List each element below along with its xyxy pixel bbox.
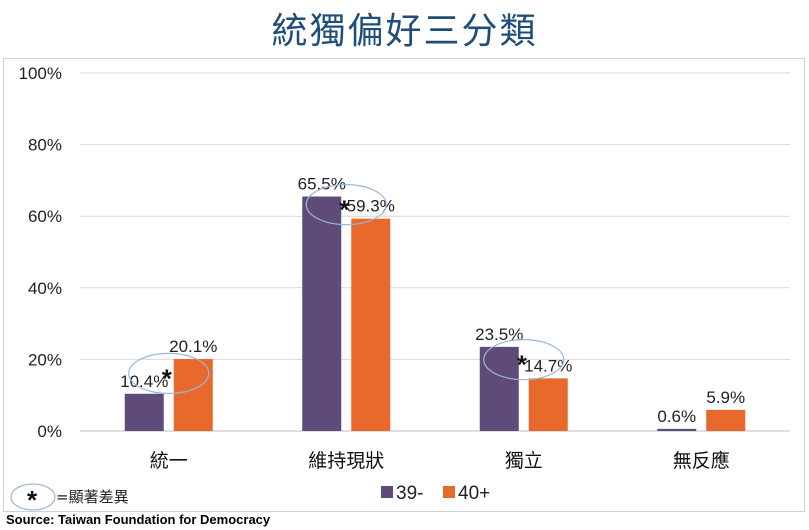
legend-label: 39- bbox=[396, 483, 423, 504]
data-label: 23.5% bbox=[475, 325, 523, 344]
bar-series1 bbox=[302, 196, 342, 431]
bar-series1 bbox=[124, 393, 164, 431]
bar-series2 bbox=[173, 359, 213, 431]
y-tick-label: 100% bbox=[19, 64, 62, 83]
significance-ellipse bbox=[128, 352, 210, 395]
bar-series1 bbox=[479, 346, 519, 431]
data-label: 59.3% bbox=[347, 197, 395, 216]
significance-ellipse bbox=[305, 184, 387, 226]
legend-swatch bbox=[381, 486, 393, 498]
x-category-label: 獨立 bbox=[505, 450, 543, 472]
data-label: 14.7% bbox=[524, 356, 572, 375]
note-marker: * bbox=[27, 485, 38, 515]
x-category-label: 無反應 bbox=[673, 449, 730, 472]
y-tick-label: 60% bbox=[28, 207, 62, 226]
x-category-label: 統一 bbox=[150, 450, 188, 472]
note-ellipse bbox=[10, 483, 56, 511]
data-label: 20.1% bbox=[169, 337, 217, 356]
bar-series2 bbox=[528, 378, 568, 431]
note-text: =顯著差異 bbox=[56, 488, 129, 506]
data-label: 5.9% bbox=[706, 388, 745, 407]
data-label: 0.6% bbox=[657, 407, 696, 426]
data-label: 65.5% bbox=[298, 175, 346, 194]
data-label: 10.4% bbox=[120, 372, 168, 391]
y-tick-label: 20% bbox=[28, 350, 62, 369]
bar-series2 bbox=[351, 218, 391, 431]
legend-label: 40+ bbox=[458, 483, 490, 504]
bar-series1 bbox=[657, 428, 697, 431]
significance-marker: * bbox=[162, 363, 173, 393]
x-category-label: 維持現狀 bbox=[308, 450, 384, 472]
legend-swatch bbox=[443, 486, 455, 498]
chart-title: 統獨偏好三分類 bbox=[271, 11, 538, 52]
significance-marker: * bbox=[517, 350, 528, 380]
significance-ellipse bbox=[483, 339, 565, 381]
y-tick-label: 0% bbox=[37, 422, 62, 441]
bar-series2 bbox=[706, 409, 746, 431]
y-tick-label: 40% bbox=[28, 279, 62, 298]
y-tick-label: 80% bbox=[28, 136, 62, 155]
chart-frame bbox=[3, 58, 805, 512]
source-note: Source: Taiwan Foundation for Democracy bbox=[6, 512, 271, 527]
significance-marker: * bbox=[339, 195, 350, 225]
